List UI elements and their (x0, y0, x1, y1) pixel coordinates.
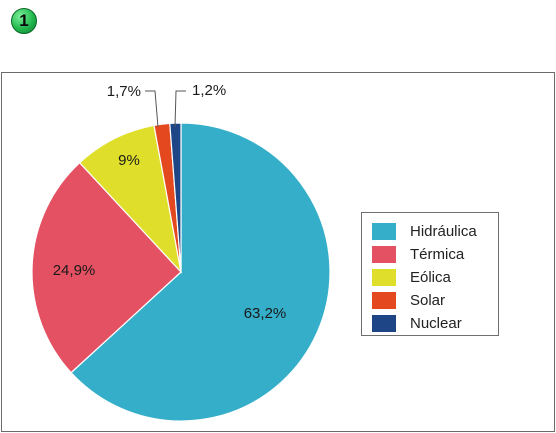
pie-slice-termica (31, 161, 182, 374)
figure-number-badge: 1 (11, 8, 37, 34)
data-label-hidraulica: 63,2% (244, 305, 287, 322)
legend-item-solar: Solar (372, 289, 498, 312)
data-label-eolica: 9% (118, 152, 140, 169)
legend-label-termica: Térmica (410, 246, 465, 263)
pie-slice-hidraulica (70, 122, 331, 422)
figure-number: 1 (19, 11, 29, 30)
chart-legend: Hidráulica Térmica Eólica Solar Nuclear (361, 212, 499, 336)
pie-slice-eolica (78, 124, 182, 274)
legend-swatch-eolica (372, 269, 396, 286)
legend-label-hidraulica: Hidráulica (410, 223, 477, 240)
data-label-solar: 1,7% (107, 83, 141, 100)
legend-swatch-nuclear (372, 315, 396, 332)
legend-label-nuclear: Nuclear (410, 315, 462, 332)
legend-label-eolica: Eólica (410, 269, 451, 286)
leader-line-solar (145, 90, 159, 128)
legend-swatch-solar (372, 292, 396, 309)
legend-label-solar: Solar (410, 292, 446, 309)
legend-item-eolica: Eólica (372, 266, 498, 289)
legend-item-hidraulica: Hidráulica (372, 220, 498, 243)
legend-swatch-termica (372, 246, 396, 263)
data-label-termica: 24,9% (53, 262, 96, 279)
data-label-nuclear: 1,2% (192, 82, 226, 99)
legend-item-nuclear: Nuclear (372, 312, 498, 335)
legend-swatch-hidraulica (372, 223, 396, 240)
legend-item-termica: Térmica (372, 243, 498, 266)
leader-line-nuclear (174, 90, 186, 128)
